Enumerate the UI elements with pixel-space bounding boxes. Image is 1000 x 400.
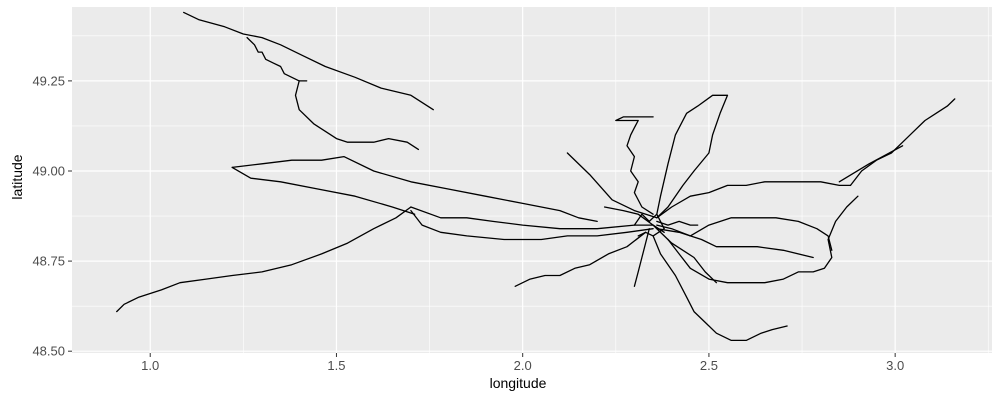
x-tick-label-4: 3.0 [886, 358, 904, 373]
track-series [116, 11, 956, 342]
major-gridlines [72, 7, 992, 353]
track-line-6 [231, 166, 416, 215]
x-tick-label-1: 1.5 [327, 358, 345, 373]
track-line-18 [652, 235, 788, 342]
track-line-10 [615, 116, 654, 215]
track-line-24 [633, 213, 665, 237]
track-line-13 [849, 98, 956, 187]
y-axis: 48.50 48.75 49.00 49.25 [32, 73, 72, 359]
plot-panel [72, 7, 992, 353]
x-axis-title: longitude [490, 375, 547, 391]
track-line-22 [656, 220, 699, 226]
x-axis: 1.0 1.5 2.0 2.5 3.0 [141, 353, 904, 373]
track-line-3 [294, 80, 420, 151]
y-tick-label-0: 48.50 [32, 344, 65, 359]
track-line-2 [246, 36, 308, 82]
x-tick-label-2: 2.0 [514, 358, 532, 373]
track-line-4 [116, 206, 412, 313]
track-line-5 [231, 155, 598, 223]
track-line-20 [633, 228, 650, 287]
y-tick-label-1: 48.75 [32, 254, 65, 269]
y-axis-title: latitude [9, 154, 25, 199]
y-tick-label-2: 49.00 [32, 163, 65, 178]
x-tick-label-3: 2.5 [700, 358, 718, 373]
y-tick-label-3: 49.25 [32, 73, 65, 88]
track-line-14 [838, 145, 904, 183]
track-line-21 [652, 224, 718, 284]
track-line-23 [603, 206, 665, 233]
track-line-7 [410, 209, 654, 241]
track-line-12 [656, 181, 852, 219]
track-line-17 [656, 228, 814, 259]
track-line-11 [656, 94, 729, 219]
track-line-8 [410, 206, 654, 230]
track-line-15 [667, 195, 859, 284]
x-tick-label-0: 1.0 [141, 358, 159, 373]
track-line-19 [514, 231, 647, 287]
minor-gridlines [72, 7, 992, 353]
track-line-9 [566, 152, 658, 219]
track-line-1 [183, 11, 434, 111]
